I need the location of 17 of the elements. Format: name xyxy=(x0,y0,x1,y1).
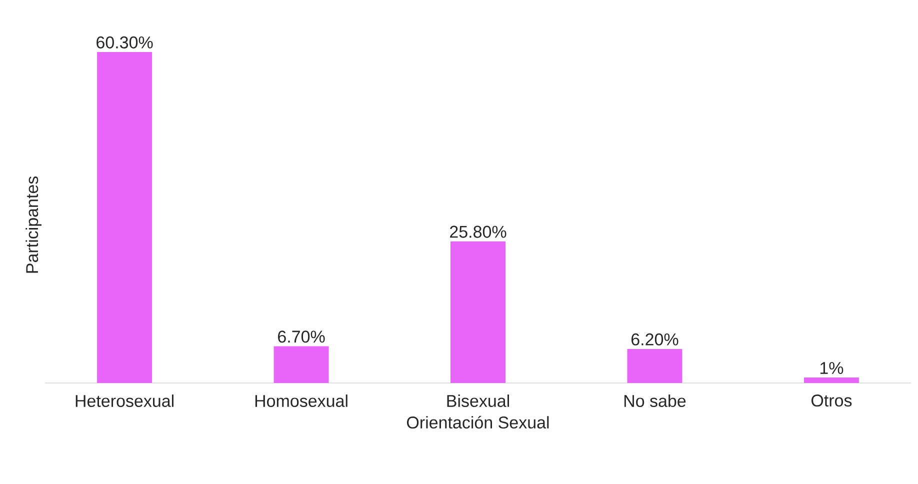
x-tick-label: No sabe xyxy=(624,394,686,408)
bar xyxy=(450,241,506,383)
data-label: 6.70% xyxy=(278,330,325,343)
bar xyxy=(804,377,859,383)
x-tick-label: Otros xyxy=(811,394,852,407)
y-axis-title: Participantes xyxy=(26,176,42,273)
bar xyxy=(97,52,152,383)
x-tick-label: Heterosexual xyxy=(76,394,174,408)
data-label: 6.20% xyxy=(631,333,678,346)
data-label: 60.30% xyxy=(96,36,153,48)
data-label: 1% xyxy=(820,362,844,374)
x-axis-title: Orientación Sexual xyxy=(406,416,549,429)
x-tick-label: Bisexual xyxy=(447,394,509,408)
data-label: 25.80% xyxy=(450,226,506,238)
x-tick-label: Homosexual xyxy=(255,394,348,408)
bar xyxy=(627,348,682,383)
bar xyxy=(274,346,329,383)
